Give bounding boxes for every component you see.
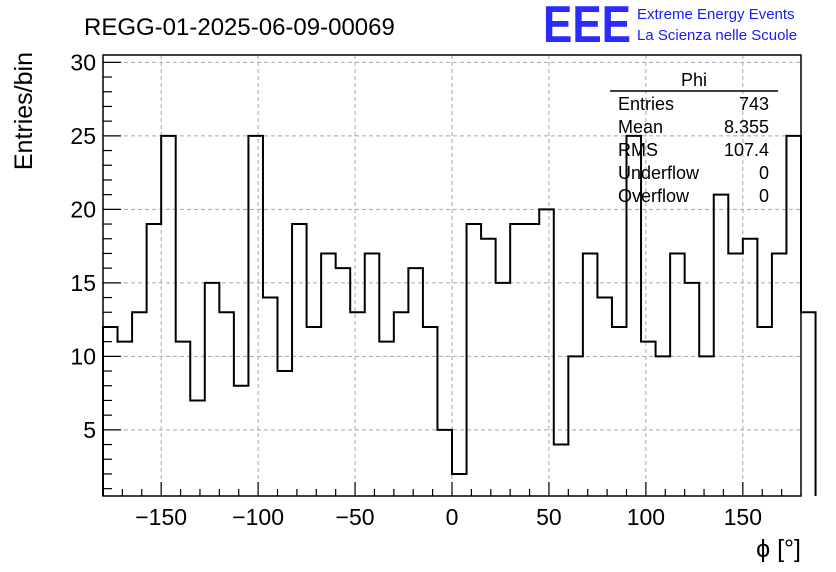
stats-row-label: Overflow: [618, 186, 690, 206]
y-tick-label: 20: [70, 196, 96, 222]
chart-title: REGG-01-2025-06-09-00069: [84, 14, 395, 41]
x-tick-label: −150: [135, 504, 187, 530]
stats-row-label: Entries: [618, 94, 674, 114]
eee-logo-line2: La Scienza nelle Scuole: [637, 27, 797, 44]
stats-row-value: 8.355: [724, 117, 769, 137]
axes: [102, 54, 802, 497]
stats-row-label: RMS: [618, 140, 658, 160]
stats-row-value: 0: [759, 163, 769, 183]
stats-row-label: Mean: [618, 117, 663, 137]
stats-row-value: 107.4: [724, 140, 769, 160]
stats-title: Phi: [681, 70, 707, 90]
x-tick-label: 50: [536, 504, 562, 530]
tick-labels: −150 −100 −50 0 50 100 150 5 10 15 20 25 30: [70, 49, 762, 530]
x-axis-label: ϕ [°]: [756, 535, 801, 563]
stats-rows: Entries 743 Mean 8.355 RMS 107.4 Underflow 0 Ove…: [618, 94, 769, 206]
x-tick-label: 100: [627, 504, 665, 530]
eee-logo-mark: EEE: [543, 0, 631, 54]
eee-logo: EEE Extreme Energy Events La Scienza nel…: [543, 0, 797, 54]
stats-row-value: 0: [759, 186, 769, 206]
x-tick-label: −50: [336, 504, 375, 530]
x-tick-label: 0: [446, 504, 459, 530]
histogram-outline: [102, 134, 817, 496]
eee-logo-line1: Extreme Energy Events: [637, 6, 795, 23]
y-tick-label: 15: [70, 270, 96, 296]
y-tick-label: 10: [70, 343, 96, 369]
stats-row-label: Underflow: [618, 163, 700, 183]
x-tick-label: −100: [232, 504, 284, 530]
y-tick-label: 5: [83, 417, 96, 443]
stats-box: Phi Entries 743 Mean 8.355 RMS 107.4 Underflow…: [610, 70, 778, 206]
y-tick-label: 25: [70, 123, 96, 149]
x-tick-label: 150: [724, 504, 762, 530]
stats-row-value: 743: [739, 94, 769, 114]
y-tick-label: 30: [70, 49, 96, 75]
y-axis-label: Entries/bin: [10, 52, 38, 170]
